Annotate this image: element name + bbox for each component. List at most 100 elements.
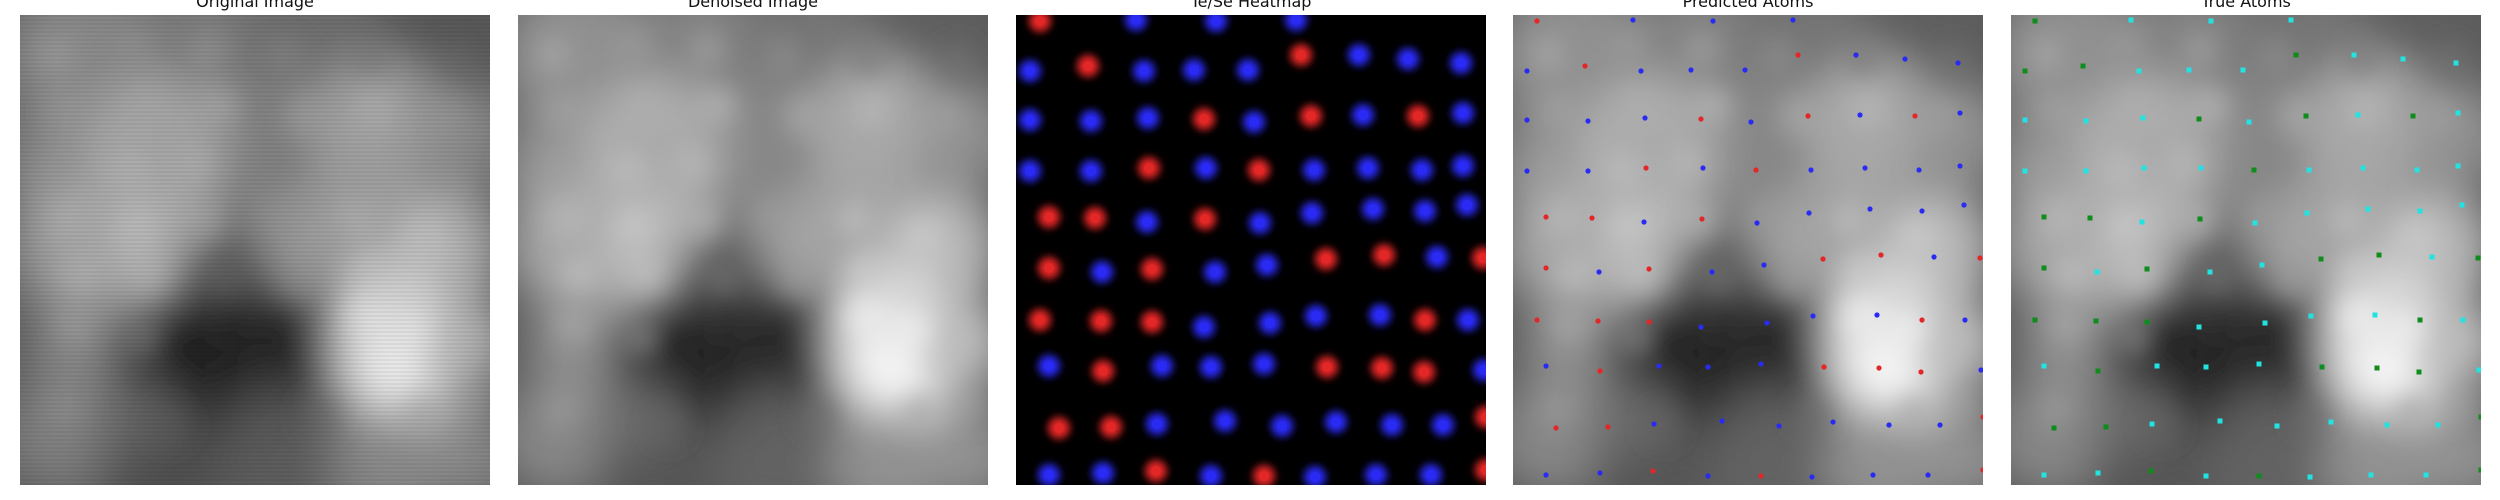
true-se-atom <box>2308 313 2314 319</box>
atom-contrast-spot <box>1888 310 1928 350</box>
atom-contrast-spot <box>2435 264 2467 296</box>
true-se-atom <box>2186 67 2192 73</box>
heat-spot-core <box>1206 471 1216 481</box>
heat-spot-core <box>1098 366 1108 376</box>
predicted-se-atom <box>1862 165 1868 171</box>
atom-contrast-spot <box>1530 37 1566 73</box>
predicted-se-atom <box>1742 67 1748 73</box>
true-se-atom <box>2288 17 2294 23</box>
true-se-atom <box>2196 324 2202 330</box>
atom-contrast-spot <box>675 147 711 183</box>
atom-contrast-spot <box>932 99 964 131</box>
heat-spot-core <box>1189 65 1199 75</box>
predicted-se-atom <box>1641 219 1647 225</box>
true-se-atom <box>2154 363 2160 369</box>
intensity-blob <box>2411 405 2481 485</box>
true-se-atom <box>2259 262 2265 268</box>
true-te-atom <box>2478 467 2481 473</box>
heat-spot-core <box>1211 16 1221 26</box>
true-se-atom <box>2368 472 2374 478</box>
predicted-te-atom <box>1543 265 1549 271</box>
heat-spot-core <box>1311 311 1321 321</box>
heat-spot-core <box>1296 50 1306 60</box>
atom-contrast-spot <box>2348 92 2384 128</box>
true-se-atom <box>2455 163 2461 169</box>
heat-spot-core <box>1025 115 1035 125</box>
predicted-se-atom <box>1962 317 1968 323</box>
atom-contrast-spot <box>2278 97 2314 133</box>
atom-contrast-spot <box>1625 257 1661 293</box>
atom-contrast-spot <box>1937 44 1969 76</box>
heat-spot-core <box>1254 165 1264 175</box>
atom-contrast-spot <box>2328 157 2364 193</box>
original-image-panel: Original Image <box>20 0 490 485</box>
heat-spot-core <box>1419 367 1429 377</box>
true-te-atom <box>2293 52 2299 58</box>
true-te-atom <box>2148 468 2154 474</box>
atom-contrast-spot <box>1685 32 1721 68</box>
atom-contrast-spot <box>2118 87 2154 123</box>
true-te-atom <box>2032 317 2038 323</box>
predicted-atoms-panel: Predicted Atoms <box>1513 0 1983 485</box>
heat-spot-core <box>1098 468 1108 478</box>
true-se-atom <box>2372 312 2378 318</box>
true-se-atom <box>2459 202 2465 208</box>
true-te-atom <box>2080 63 2086 69</box>
predicted-se-atom <box>1853 52 1859 58</box>
true-atoms-panel: True Atoms <box>2011 0 2481 485</box>
intensity-blob <box>2011 375 2111 485</box>
atom-contrast-spot <box>2393 392 2429 428</box>
predicted-te-atom <box>1805 113 1811 119</box>
predicted-te-atom <box>1582 63 1588 69</box>
atom-contrast-spot <box>1947 389 1979 421</box>
predicted-te-atom <box>1698 116 1704 122</box>
atom-contrast-spot <box>545 92 581 128</box>
heat-spot-core <box>1432 252 1442 262</box>
heat-spot-core <box>1481 412 1486 422</box>
atom-contrast-spot <box>835 202 871 238</box>
predicted-se-atom <box>1709 269 1715 275</box>
true-se-atom <box>2435 422 2441 428</box>
predicted-se-atom <box>1651 421 1657 427</box>
heat-spot-core <box>1363 163 1373 173</box>
intensity-blob <box>1913 405 1983 485</box>
atom-contrast-spot <box>535 37 571 73</box>
heat-spot-core <box>1277 421 1287 431</box>
predicted-se-atom <box>1585 168 1591 174</box>
true-se-atom <box>2141 165 2147 171</box>
denoised-image <box>518 15 988 485</box>
atom-contrast-spot <box>800 397 836 433</box>
predicted-te-atom <box>1821 364 1827 370</box>
heat-spot-core <box>1243 65 1253 75</box>
predicted-se-atom <box>1524 117 1530 123</box>
atom-contrast-spot <box>765 142 801 178</box>
atom-contrast-spot <box>1540 392 1576 428</box>
predicted-te-atom <box>1646 266 1652 272</box>
true-se-atom <box>2256 361 2262 367</box>
heat-spot-core <box>1255 218 1265 228</box>
true-se-atom <box>2455 110 2461 116</box>
predicted-te-atom <box>1876 365 1882 371</box>
atom-contrast-spot <box>2193 87 2229 123</box>
atom-contrast-spot <box>952 389 984 421</box>
predicted-se-atom <box>1585 118 1591 124</box>
panel-title-true: True Atoms <box>2201 0 2291 11</box>
atom-contrast-spot <box>2118 322 2154 358</box>
atom-contrast-spot <box>2053 257 2089 293</box>
atom-contrast-spot <box>2258 142 2294 178</box>
atom-contrast-spot <box>1620 322 1656 358</box>
true-se-atom <box>2328 419 2334 425</box>
atom-contrast-spot <box>615 207 651 243</box>
predicted-te-atom <box>1534 18 1540 24</box>
true-te-atom <box>2041 214 2047 220</box>
true-se-atom <box>2365 206 2371 212</box>
true-te-atom <box>2144 266 2150 272</box>
predicted-te-atom <box>1795 52 1801 58</box>
atom-contrast-spot <box>785 97 821 133</box>
atom-contrast-spot <box>2038 92 2074 128</box>
atom-contrast-spot <box>1795 397 1831 433</box>
predicted-te-atom <box>1878 252 1884 258</box>
atom-contrast-spot <box>835 157 871 193</box>
atom-contrast-spot <box>1850 92 1886 128</box>
predicted-se-atom <box>1931 254 1937 260</box>
